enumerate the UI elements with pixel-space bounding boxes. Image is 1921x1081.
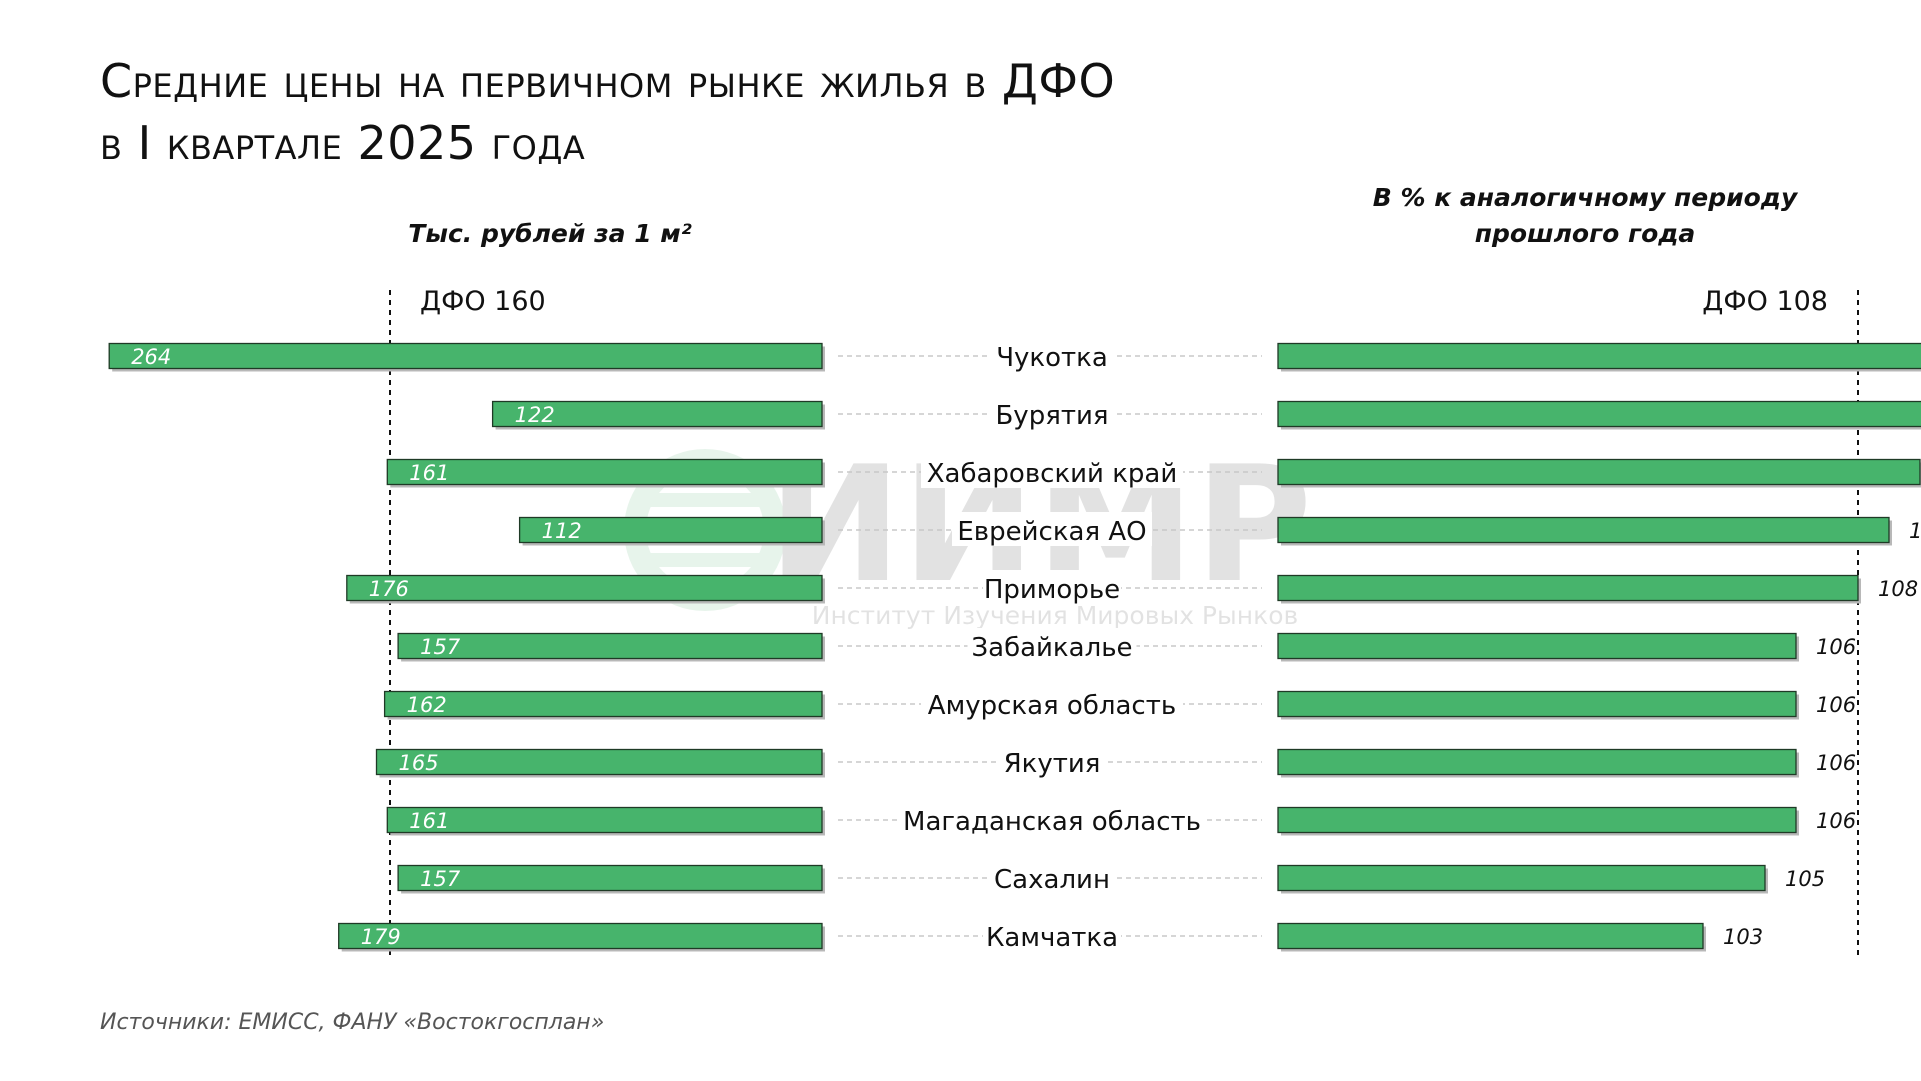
category-label: Приморье <box>984 575 1120 605</box>
left-bar-value: 162 <box>407 693 447 717</box>
category-label: Амурская область <box>928 691 1176 721</box>
left-bar <box>386 458 823 486</box>
source-note: Источники: ЕМИСС, ФАНУ «Востокгосплан» <box>100 1010 605 1035</box>
right-bar <box>1277 748 1797 776</box>
right-bar <box>1277 864 1766 892</box>
right-bar-value: 106 <box>1816 693 1856 717</box>
right-bar-value: 106 <box>1816 751 1856 775</box>
left-bar <box>397 632 823 660</box>
category-label-bg <box>990 860 1114 894</box>
right-bar-value: 106 <box>1816 635 1856 659</box>
category-label-bg <box>998 744 1106 778</box>
right-bar-value: 103 <box>1723 925 1763 949</box>
left-bar <box>386 806 823 834</box>
left-bar <box>108 342 823 370</box>
category-label: Якутия <box>1004 749 1101 779</box>
left-bar <box>383 690 823 718</box>
left-bar-value: 161 <box>409 461 449 485</box>
category-label: Хабаровский край <box>927 459 1178 489</box>
right-bar <box>1277 458 1921 486</box>
left-bar-value: 157 <box>420 867 461 891</box>
left-bar-value: 157 <box>420 635 461 659</box>
left-panel-subtitle: Тыс. рублей за 1 м² <box>408 219 692 248</box>
left-bar-value: 161 <box>409 809 449 833</box>
category-label: Сахалин <box>994 865 1110 895</box>
category-label-bg <box>921 686 1183 720</box>
category-label: Камчатка <box>986 923 1118 953</box>
right-bar <box>1277 400 1921 428</box>
right-bar-value: 108 <box>1878 577 1918 601</box>
left-bar <box>491 400 823 428</box>
category-label-bg <box>967 628 1137 662</box>
left-reference-label: ДФО 160 <box>420 286 546 317</box>
left-bar <box>518 516 823 544</box>
title-line-1: Средние цены на первичном рынке жилья в … <box>100 54 1116 108</box>
right-bar-value: 105 <box>1785 867 1825 891</box>
title-line-2: в I квартале 2025 года <box>100 116 586 170</box>
right-bar <box>1277 574 1859 602</box>
right-bar <box>1277 342 1921 370</box>
category-label: Чукотка <box>996 343 1108 373</box>
left-bar <box>397 864 823 892</box>
left-bar-value: 179 <box>361 925 401 949</box>
category-label-bg <box>990 338 1114 372</box>
category-label-bg <box>952 512 1152 546</box>
left-bar-value: 122 <box>515 403 555 427</box>
left-bar-value: 176 <box>369 577 409 601</box>
left-bar <box>346 574 823 602</box>
chart-title: Средние цены на первичном рынке жилья в … <box>100 50 1600 174</box>
category-label-bg <box>983 570 1121 604</box>
right-bar-value: 109 <box>1909 519 1921 543</box>
right-panel-subtitle: В % к аналогичному периоду прошлого года <box>1372 183 1798 248</box>
left-bar-value: 264 <box>131 345 171 369</box>
right-bar <box>1277 516 1890 544</box>
category-label: Забайкалье <box>971 633 1132 663</box>
right-bar <box>1277 922 1704 950</box>
left-bar <box>375 748 823 776</box>
category-label-bg <box>983 918 1121 952</box>
right-bar <box>1277 806 1797 834</box>
right-bar <box>1277 690 1797 718</box>
left-bar-value: 165 <box>399 751 439 775</box>
category-label-bg <box>990 396 1114 430</box>
watermark-subtext: Институт Изучения Мировых Рынков <box>812 601 1298 630</box>
category-label: Еврейская АО <box>957 517 1146 547</box>
category-label-bg <box>921 454 1183 488</box>
category-label-bg <box>897 802 1207 836</box>
category-label: Магаданская область <box>903 807 1201 837</box>
category-label: Бурятия <box>995 401 1108 431</box>
right-reference-label: ДФО 108 <box>1702 286 1828 317</box>
right-bar-value: 106 <box>1816 809 1856 833</box>
left-bar <box>338 922 823 950</box>
left-bar-value: 112 <box>542 519 582 543</box>
right-bar <box>1277 632 1797 660</box>
